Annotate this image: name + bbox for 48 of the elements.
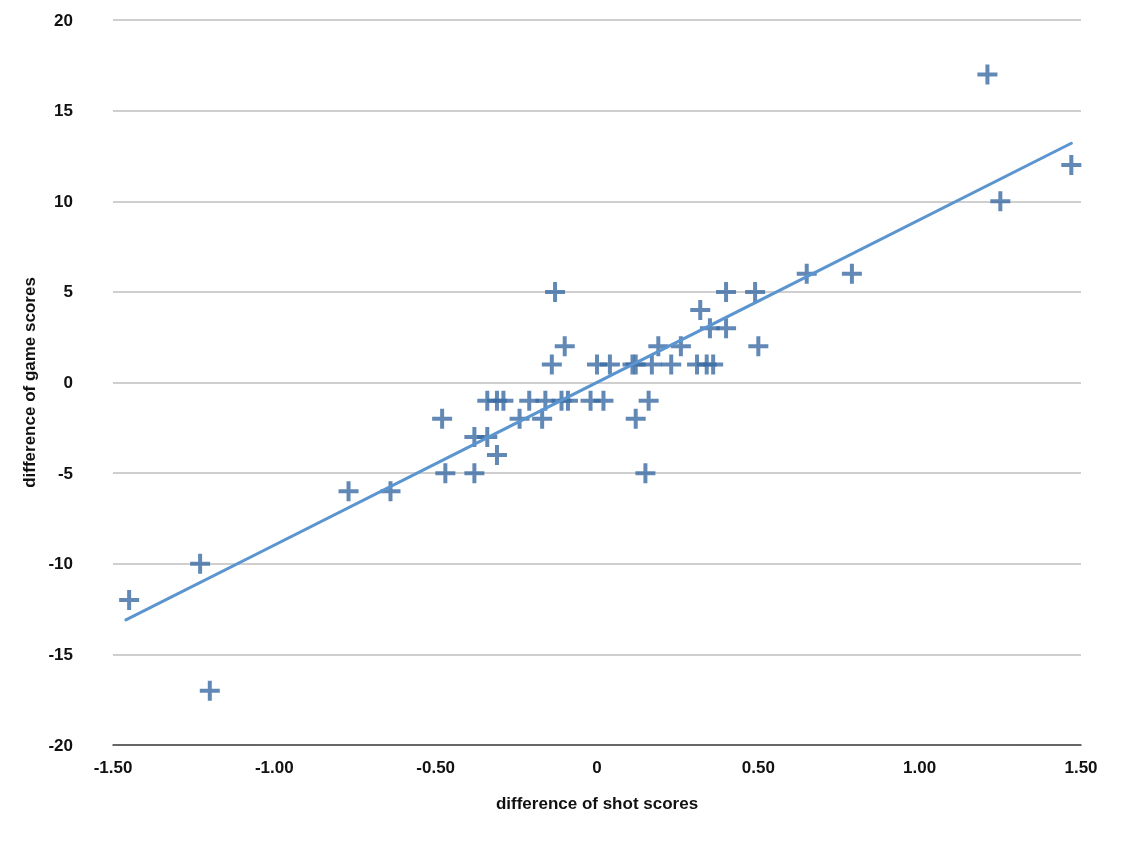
point — [532, 408, 553, 429]
point — [464, 463, 485, 484]
point — [748, 336, 769, 357]
x-tick-label: -1.00 — [254, 758, 294, 777]
point — [690, 300, 711, 320]
point — [716, 318, 737, 339]
point — [199, 680, 220, 701]
point — [493, 390, 514, 411]
y-tick-label: 10 — [54, 191, 73, 211]
point — [554, 336, 575, 357]
point — [635, 463, 656, 484]
point — [599, 354, 620, 375]
point — [745, 281, 766, 302]
y-tick-label: 15 — [54, 101, 73, 121]
point — [641, 354, 662, 375]
point — [190, 553, 211, 574]
x-tick-label: -1.50 — [93, 758, 133, 777]
point — [119, 590, 140, 610]
point — [716, 281, 737, 302]
x-tick-label: 1.00 — [903, 758, 937, 777]
point — [661, 354, 682, 375]
point — [545, 281, 566, 302]
point — [625, 408, 646, 429]
point — [541, 354, 562, 375]
y-tick-label: 0 — [63, 373, 73, 392]
point — [977, 64, 998, 85]
point — [990, 191, 1011, 212]
y-tick-label: -10 — [48, 554, 73, 574]
y-tick-label: -5 — [57, 463, 73, 483]
y-tick-label: -15 — [48, 644, 73, 664]
y-tick-label: 5 — [63, 282, 73, 302]
point — [703, 354, 724, 375]
x-tick-label: -0.50 — [416, 758, 456, 777]
x-axis-title: difference of shot scores — [495, 794, 699, 813]
point — [841, 263, 862, 284]
x-tick-label: 1.50 — [1064, 758, 1098, 777]
x-tick-label: 0 — [592, 758, 602, 777]
point — [1061, 155, 1082, 175]
point — [486, 445, 507, 465]
point — [593, 390, 614, 411]
point — [338, 481, 359, 502]
point — [638, 390, 659, 411]
y-tick-label: -20 — [48, 735, 73, 755]
x-tick-label: 0.50 — [741, 758, 775, 777]
y-axis-title: difference of game scores — [19, 277, 39, 488]
point — [432, 408, 453, 429]
point — [435, 463, 456, 484]
y-tick-label: 20 — [54, 10, 73, 30]
